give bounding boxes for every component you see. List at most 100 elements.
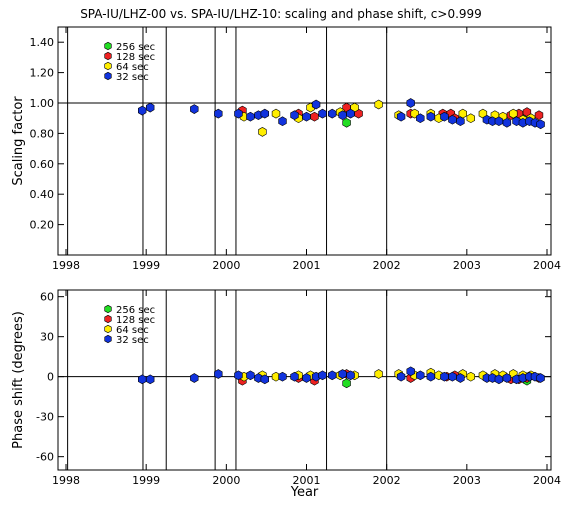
legend-marker (104, 71, 112, 81)
data-point (448, 371, 457, 382)
y-tick-label: 0.80 (30, 127, 55, 140)
data-point (406, 98, 415, 108)
data-point (509, 108, 518, 119)
data-point (440, 111, 449, 122)
data-point (138, 374, 147, 385)
legend-marker (104, 41, 112, 51)
y-tick-label: 60 (40, 291, 54, 304)
legend-label: 128 sec (116, 52, 155, 63)
x-tick-label: 2003 (453, 259, 481, 272)
data-point (346, 108, 355, 119)
legend-marker (104, 61, 112, 71)
data-point (278, 371, 287, 382)
data-point (290, 371, 299, 382)
x-tick-label: 2002 (373, 474, 401, 487)
data-point (502, 117, 512, 128)
data-point (146, 102, 155, 113)
data-point (494, 374, 504, 385)
data-point (246, 370, 255, 381)
x-axis-label: Year (290, 485, 319, 500)
data-point (534, 110, 544, 121)
plot-frame (57, 289, 552, 471)
x-tick-label: 2003 (453, 474, 481, 487)
data-point (260, 108, 269, 119)
data-point (406, 366, 415, 377)
data-point (214, 108, 223, 119)
scaling-factor-panel: 1998 1999 2000 2001 2002 2003 2004 0.20 0.40 0.60… (11, 26, 561, 272)
data-point (190, 104, 199, 114)
data-point (338, 369, 347, 379)
legend-label: 128 sec (116, 315, 155, 326)
y-tick-label: 1.20 (30, 67, 55, 80)
data-point (536, 119, 545, 130)
chart-title: SPA-IU/LHZ-00 vs. SPA-IU/LHZ-10: scaling… (80, 7, 482, 21)
data-point (254, 373, 263, 383)
data-point (466, 371, 475, 382)
data-point (488, 373, 497, 383)
data-point (146, 374, 155, 385)
legend-marker (104, 51, 112, 61)
data-point (374, 99, 383, 110)
data-point (502, 373, 512, 383)
x-tick-label: 2001 (293, 259, 321, 272)
x-tick-label: 2004 (533, 474, 561, 487)
data-point (311, 99, 321, 110)
data-point (342, 117, 351, 128)
legend-marker (104, 324, 112, 334)
x-tick-label: 2002 (373, 259, 401, 272)
data-point (494, 116, 504, 127)
x-tick-label: 2004 (533, 259, 561, 272)
data-point (396, 371, 406, 382)
data-point (426, 371, 435, 382)
y-tick-label: 1.00 (30, 97, 55, 110)
legend-label: 32 sec (116, 72, 149, 83)
data-point (328, 108, 337, 119)
data-point (214, 369, 223, 379)
x-tick-label: 1999 (132, 259, 160, 272)
y-tick-label: -60 (36, 451, 54, 464)
data-point (234, 370, 243, 381)
data-point (258, 127, 267, 137)
legend-label: 256 sec (116, 305, 155, 316)
legend-marker (104, 314, 112, 324)
legend-marker (104, 334, 112, 344)
x-tick-label: 2000 (212, 259, 240, 272)
legend-marker (104, 304, 112, 314)
y-tick-label: 0.20 (30, 219, 55, 232)
data-point (138, 105, 147, 116)
data-point (342, 378, 351, 389)
data-point (426, 111, 435, 122)
data-point (536, 373, 545, 383)
data-point (302, 373, 311, 383)
legend-label: 256 sec (116, 42, 155, 53)
data-point (416, 370, 425, 381)
data-point (190, 373, 199, 383)
data-point (328, 370, 337, 381)
legend-label: 64 sec (116, 325, 149, 336)
y-tick-label: 30 (40, 331, 54, 344)
plot-frame (57, 26, 552, 256)
phase-shift-panel: 1998 1999 2000 2001 2002 2003 2004 -60 -30 0 30 60 P… (11, 289, 561, 500)
y-tick-label: 0 (47, 371, 54, 384)
data-point (396, 111, 406, 122)
data-point (448, 114, 457, 125)
data-point (271, 108, 281, 119)
data-point (318, 108, 327, 119)
data-point (512, 116, 521, 127)
x-tick-label: 2000 (212, 474, 240, 487)
data-point (318, 370, 327, 381)
x-tick-label: 1998 (52, 474, 80, 487)
data-point (338, 110, 347, 121)
data-point (466, 113, 475, 124)
y-axis-label: Scaling factor (11, 96, 26, 186)
data-point (234, 108, 243, 119)
y-tick-label: 0.60 (30, 158, 55, 171)
x-tick-label: 2001 (293, 474, 321, 487)
data-point (346, 370, 355, 381)
y-tick-label: 1.40 (30, 36, 55, 49)
data-point (456, 373, 465, 383)
data-point (440, 371, 449, 382)
data-point (302, 111, 311, 122)
y-tick-label: -30 (36, 411, 54, 424)
